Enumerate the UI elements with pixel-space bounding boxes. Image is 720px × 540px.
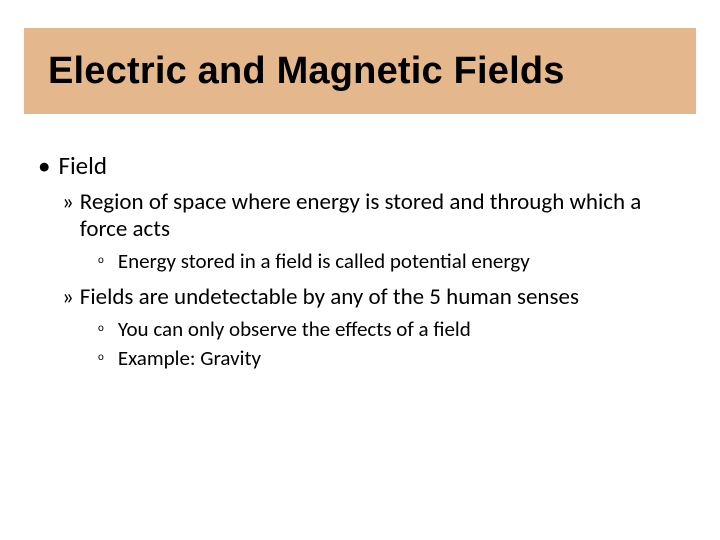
bullet-level3: o You can only observe the effects of a … — [98, 317, 688, 342]
slide-title: Electric and Magnetic Fields — [48, 50, 565, 93]
bullet-marker-l2: » — [62, 284, 74, 311]
bullet-text: Example: Gravity — [118, 346, 261, 371]
bullet-level2: » Region of space where energy is stored… — [62, 189, 688, 243]
bullet-text: Energy stored in a field is called poten… — [118, 249, 530, 274]
bullet-level1: • Field — [38, 152, 688, 181]
bullet-marker-l3: o — [98, 249, 104, 271]
title-bar: Electric and Magnetic Fields — [24, 28, 696, 114]
bullet-text: Fields are undetectable by any of the 5 … — [80, 284, 579, 311]
bullet-marker-l2: » — [62, 189, 74, 216]
bullet-marker-l3: o — [98, 346, 104, 368]
bullet-level3: o Energy stored in a field is called pot… — [98, 249, 688, 274]
bullet-text: Region of space where energy is stored a… — [80, 189, 688, 243]
bullet-marker-l3: o — [98, 317, 104, 339]
bullet-level2: » Fields are undetectable by any of the … — [62, 284, 688, 311]
bullet-level3: o Example: Gravity — [98, 346, 688, 371]
bullet-text: Field — [58, 152, 107, 181]
slide-body: • Field » Region of space where energy i… — [38, 152, 688, 372]
bullet-text: You can only observe the effects of a fi… — [118, 317, 471, 342]
bullet-marker-l1: • — [38, 152, 50, 181]
